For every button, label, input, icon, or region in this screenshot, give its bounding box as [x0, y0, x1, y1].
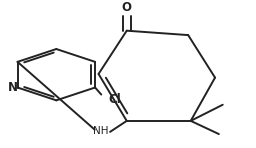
Text: N: N: [8, 81, 18, 94]
Text: NH: NH: [93, 126, 109, 136]
Text: Cl: Cl: [108, 93, 121, 106]
Text: O: O: [122, 1, 132, 15]
